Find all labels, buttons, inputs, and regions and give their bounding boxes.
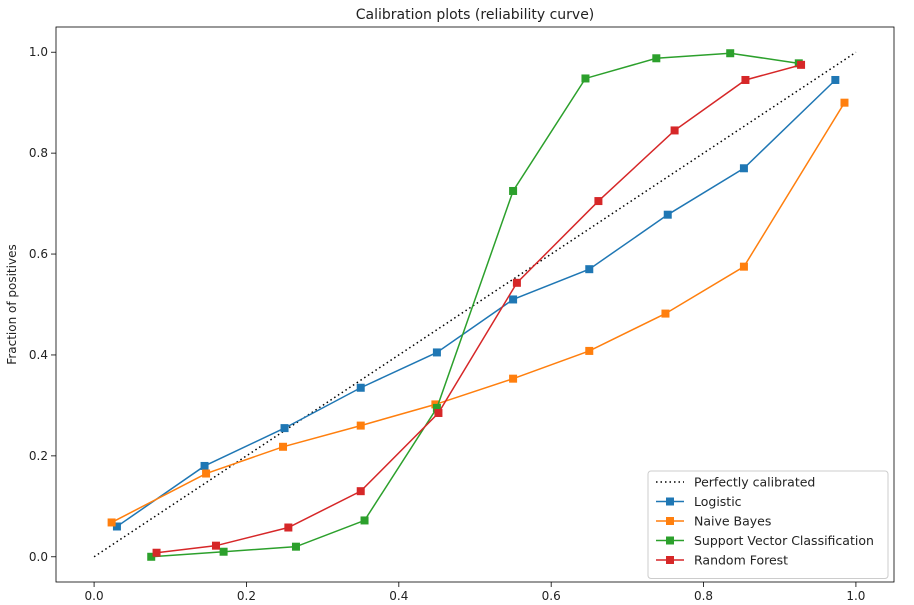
data-point-naive-bayes (356, 421, 365, 430)
legend-label-logistic: Logistic (694, 494, 742, 509)
data-point-logistic (831, 75, 840, 84)
data-point-random-forest (594, 197, 603, 206)
series-line-random-forest (156, 64, 802, 554)
y-tick-label: 1.0 (29, 45, 48, 59)
legend-marker-logistic (666, 497, 674, 506)
data-point-random-forest (797, 60, 806, 69)
legend-label-naive-bayes: Naive Bayes (694, 514, 771, 529)
y-tick-label: 0.6 (29, 247, 48, 261)
legend-label-random-forest: Random Forest (694, 553, 788, 568)
data-point-support-vector-classification (360, 516, 369, 525)
data-point-support-vector-classification (432, 403, 441, 412)
data-point-logistic (663, 210, 672, 219)
chart-title: Calibration plots (reliability curve) (356, 7, 595, 23)
legend-label-perfectly-calibrated: Perfectly calibrated (694, 475, 815, 490)
data-point-support-vector-classification (291, 542, 300, 551)
data-point-random-forest (356, 487, 365, 496)
x-tick-label: 0.6 (542, 589, 561, 603)
data-point-naive-bayes (739, 262, 748, 271)
data-point-support-vector-classification (581, 74, 590, 83)
data-point-naive-bayes (509, 374, 518, 383)
perfectly-calibrated-line (93, 51, 857, 558)
data-point-random-forest (670, 126, 679, 135)
y-tick-label: 0.2 (29, 449, 48, 463)
data-point-support-vector-classification (509, 186, 518, 195)
legend-marker-support-vector-classification (666, 536, 674, 545)
data-point-naive-bayes (202, 469, 211, 478)
y-tick-label: 0.8 (29, 146, 48, 160)
x-tick-label: 0.0 (85, 589, 104, 603)
legend-box (647, 470, 889, 579)
plot-area: 0.0 0.2 0.4 0.6 0.8 1.0 0.0 0.2 0.4 0.6 0.8 1.0 (29, 26, 895, 603)
legend-marker-random-forest (666, 556, 674, 564)
data-point-random-forest (211, 541, 220, 550)
data-point-logistic (112, 522, 121, 531)
y-axis-label: Fraction of positives (5, 244, 19, 364)
data-point-logistic (356, 383, 365, 392)
data-point-logistic (739, 164, 748, 173)
data-point-support-vector-classification (219, 547, 228, 556)
data-point-naive-bayes (279, 442, 288, 451)
series-line-support-vector-classification (151, 52, 799, 558)
x-tick-label: 0.4 (389, 589, 408, 603)
legend: Perfectly calibrated Logistic Naive Bayes S… (647, 470, 889, 579)
x-tick-label: 1.0 (846, 589, 865, 603)
data-point-logistic (280, 424, 289, 433)
data-point-random-forest (512, 278, 521, 287)
data-point-random-forest (434, 408, 443, 417)
y-tick-label: 0.4 (29, 348, 48, 362)
axes-frame (55, 26, 895, 583)
data-point-naive-bayes (585, 346, 594, 355)
data-point-support-vector-classification (147, 552, 156, 561)
legend-label-support-vector-classification: Support Vector Classification (694, 533, 874, 548)
data-point-logistic (200, 461, 209, 470)
data-point-naive-bayes (840, 98, 849, 107)
data-point-support-vector-classification (726, 49, 735, 58)
data-point-logistic (509, 295, 518, 304)
data-point-random-forest (284, 523, 293, 532)
legend-marker-naive-bayes (666, 517, 674, 525)
data-point-logistic (585, 265, 594, 274)
data-point-random-forest (741, 75, 750, 84)
x-tick-label: 0.8 (694, 589, 713, 603)
series-line-naive-bayes (111, 102, 846, 524)
data-point-logistic (432, 348, 441, 357)
series-line-logistic (116, 79, 836, 528)
data-point-naive-bayes (661, 309, 670, 318)
y-tick-label: 0.0 (29, 550, 48, 564)
data-point-naive-bayes (107, 518, 116, 527)
x-tick-label: 0.2 (237, 589, 256, 603)
data-point-support-vector-classification (652, 54, 661, 63)
data-point-random-forest (152, 548, 161, 557)
